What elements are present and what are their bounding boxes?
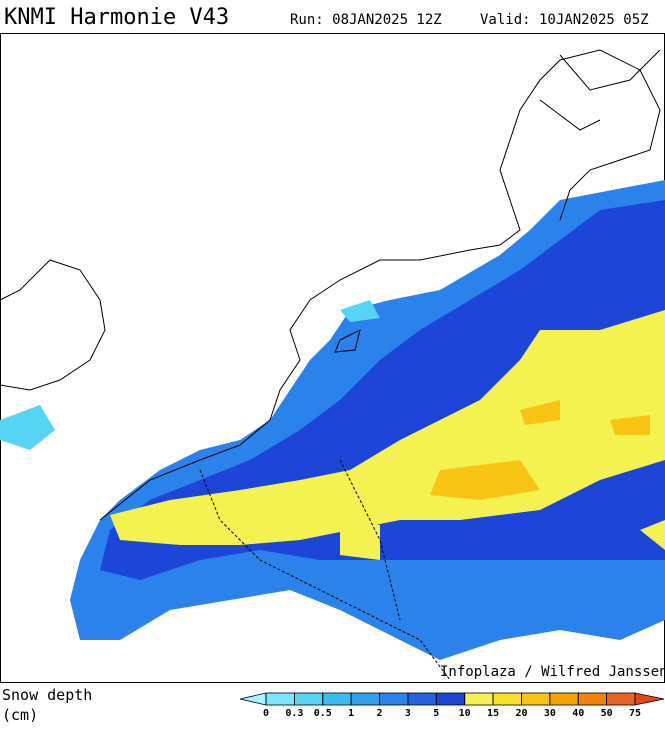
legend-label: Snow depth [2,686,92,704]
snow-area-light [0,300,380,450]
snow-area-heavy [340,520,665,560]
colorbar-tick-label: 1 [348,708,354,719]
run-time: Run: 08JAN2025 12Z [290,12,442,28]
coastlines [0,49,661,681]
colorbar-bin [464,692,494,706]
colorbar-bin [549,692,579,706]
map: Infoplaza / Wilfred Janssen [0,33,665,683]
colorbar-tick-label: 2 [377,708,383,719]
colorbar-tick-label: 20 [515,708,527,719]
colorbar-bin [293,692,324,706]
valid-time: Valid: 10JAN2025 05Z [480,12,649,28]
colorbar-bin [322,692,352,706]
title: KNMI Harmonie V43 [4,5,229,30]
colorbar-tick-label: 15 [487,708,499,719]
colorbar-bin [521,692,551,706]
colorbar-over [634,692,665,706]
colorbar-bin [606,692,636,706]
colorbar-under [239,692,267,706]
colorbar-tick-label: 30 [544,708,556,719]
colorbar-tick-label: 0.5 [314,708,332,719]
colorbar-tick-label: 10 [459,708,471,719]
colorbar-tick-label: 75 [629,708,641,719]
colorbar-tick-label: 50 [601,708,613,719]
legend-label: (cm) [2,706,38,724]
colorbar-tick-label: 5 [433,708,439,719]
colorbar-tick-label: 0 [263,708,269,719]
colorbar-bin [435,692,466,706]
colorbar: 0 0.3 0.5 1 2 3 5 10 15 20 30 40 50 75 [239,692,665,719]
colorbar-bin [492,692,522,706]
credit: Infoplaza / Wilfred Janssen [440,664,665,680]
colorbar-bin [407,692,437,706]
colorbar-bin [350,692,380,706]
colorbar-tick-label: 40 [572,708,584,719]
colorbar-tick-label: 0.3 [285,708,303,719]
colorbar-bin [577,692,608,706]
snow-area-heavier [430,400,650,500]
colorbar-bin [379,692,409,706]
colorbar-tick-label: 3 [405,708,411,719]
colorbar-bin [265,692,295,706]
